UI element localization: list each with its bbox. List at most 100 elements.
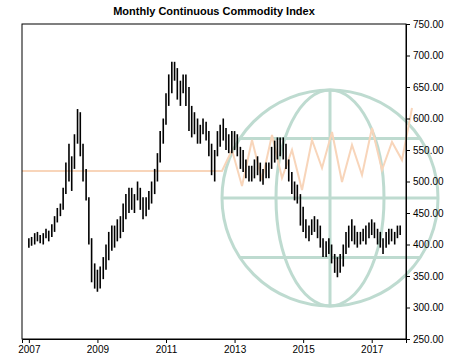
y-tick: 450.00 [406, 208, 444, 219]
range-bar [139, 188, 141, 210]
x-tick: 2011 [156, 339, 178, 355]
range-bar [294, 182, 296, 201]
x-tick: 2015 [293, 339, 316, 355]
x-axis-line [23, 340, 407, 344]
range-bar [148, 191, 150, 210]
range-bar [120, 216, 122, 238]
logo [22, 90, 438, 306]
range-bar [34, 233, 36, 244]
y-tick: 600.00 [406, 113, 444, 124]
y-tick-mark [406, 24, 410, 25]
logo-line [22, 108, 412, 190]
range-bar [205, 122, 207, 141]
range-bar [39, 235, 41, 243]
range-bar [68, 144, 70, 182]
range-bar [251, 166, 253, 182]
range-bar [154, 169, 156, 194]
chart: 250.00300.00350.00400.00450.00500.00550.… [0, 0, 450, 363]
y-tick-label: 400.00 [413, 239, 444, 250]
range-bar [105, 245, 107, 270]
range-bar [317, 219, 319, 238]
range-bar [65, 163, 67, 195]
range-bar [257, 156, 259, 175]
range-bar [231, 131, 233, 153]
range-bar [342, 245, 344, 267]
range-bar [191, 106, 193, 137]
range-bar [240, 147, 242, 169]
range-bar [319, 226, 321, 248]
range-bar [125, 194, 127, 219]
range-bar [354, 226, 356, 245]
range-bar [362, 229, 364, 242]
range-bar [62, 188, 64, 210]
y-tick-mark [406, 56, 410, 57]
range-bar [202, 119, 204, 135]
plot-frame [22, 24, 406, 339]
y-axis-line [407, 25, 411, 340]
y-tick-label: 700.00 [413, 50, 444, 61]
range-bar [168, 74, 170, 106]
range-bar [394, 232, 396, 245]
range-bar [74, 134, 76, 169]
range-bar [185, 74, 187, 106]
range-bar [279, 137, 281, 156]
y-tick: 400.00 [406, 239, 444, 250]
range-bar [385, 232, 387, 248]
x-tick-label: 2007 [18, 344, 41, 355]
range-bar [368, 222, 370, 238]
range-bar [374, 222, 376, 238]
title: Monthly Continuous Commodity Index [113, 5, 316, 17]
range-bar [177, 68, 179, 100]
range-bar [282, 137, 284, 159]
range-bar [102, 257, 104, 279]
range-bar [219, 125, 221, 147]
range-bar [51, 224, 53, 237]
range-bar [111, 226, 113, 251]
range-bar [128, 188, 130, 213]
range-bar [31, 237, 33, 246]
range-bar [314, 216, 316, 232]
range-bar [77, 109, 79, 144]
y-tick-mark [406, 213, 410, 214]
range-bar [97, 270, 99, 292]
range-bar [288, 159, 290, 181]
range-bar [165, 93, 167, 125]
range-bar [331, 245, 333, 264]
range-bar [199, 125, 201, 144]
range-bar [259, 163, 261, 182]
range-bar [268, 163, 270, 179]
y-tick-label: 600.00 [413, 113, 444, 124]
range-bar [145, 197, 147, 216]
range-bar [245, 159, 247, 178]
range-bar [305, 219, 307, 238]
range-bar [308, 226, 310, 242]
range-bar [188, 87, 190, 131]
x-tick-mark [166, 339, 167, 343]
range-bar [71, 156, 73, 191]
range-bar [214, 150, 216, 182]
range-bar [339, 254, 341, 273]
x-tick-mark [29, 339, 30, 343]
range-bar [225, 128, 227, 150]
y-tick-mark [406, 308, 410, 309]
range-bar [248, 166, 250, 182]
x-tick-mark [303, 339, 304, 343]
y-tick: 750.00 [406, 19, 444, 30]
range-bar [57, 208, 59, 222]
x-tick: 2009 [87, 339, 110, 355]
x-tick-label: 2011 [156, 344, 178, 355]
x-tick-mark [97, 339, 98, 343]
range-bar [217, 131, 219, 156]
range-bar [211, 144, 213, 176]
y-tick-label: 250.00 [413, 334, 444, 345]
range-bar [88, 197, 90, 244]
range-bar [360, 232, 362, 245]
y-tick-mark [406, 150, 410, 151]
range-bar [237, 134, 239, 156]
y-tick: 500.00 [406, 176, 444, 187]
range-bar [91, 238, 93, 282]
range-bar [262, 169, 264, 185]
logo-parallel [240, 256, 420, 259]
range-bar [371, 219, 373, 235]
range-bar [60, 204, 62, 217]
